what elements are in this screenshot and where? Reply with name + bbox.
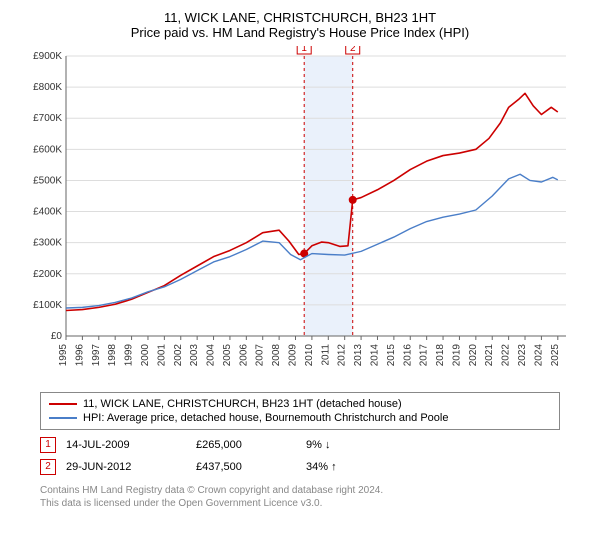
svg-text:1997: 1997 [91,344,102,367]
svg-text:2006: 2006 [238,344,249,367]
svg-text:1995: 1995 [58,344,69,367]
sale-date: 29-JUN-2012 [66,461,186,473]
chart-title-line1: 11, WICK LANE, CHRISTCHURCH, BH23 1HT [10,10,590,25]
legend-swatch [49,417,77,419]
svg-text:2: 2 [350,46,356,54]
svg-text:2013: 2013 [353,344,364,367]
svg-text:2008: 2008 [271,344,282,367]
svg-text:£500K: £500K [33,175,62,186]
svg-text:2007: 2007 [255,344,266,367]
svg-text:£600K: £600K [33,144,62,155]
svg-text:£400K: £400K [33,207,62,218]
svg-text:2025: 2025 [550,344,561,367]
sale-date: 14-JUL-2009 [66,439,186,451]
sale-row: 1 14-JUL-2009 £265,000 9% ↓ [40,434,560,456]
chart-title-line2: Price paid vs. HM Land Registry's House … [10,25,590,40]
svg-text:2011: 2011 [320,344,331,366]
legend-swatch [49,403,77,405]
svg-text:2001: 2001 [156,344,167,367]
footer-line: This data is licensed under the Open Gov… [40,497,560,510]
sale-price: £437,500 [196,461,296,473]
sales-table: 1 14-JUL-2009 £265,000 9% ↓ 2 29-JUN-201… [40,434,560,478]
svg-text:2019: 2019 [451,344,462,367]
svg-text:£200K: £200K [33,269,62,280]
svg-text:2023: 2023 [517,344,528,367]
svg-text:2015: 2015 [386,344,397,367]
legend-label: HPI: Average price, detached house, Bour… [83,412,448,424]
svg-text:£800K: £800K [33,82,62,93]
sale-row: 2 29-JUN-2012 £437,500 34% ↑ [40,456,560,478]
svg-text:2021: 2021 [484,344,495,367]
legend-item: 11, WICK LANE, CHRISTCHURCH, BH23 1HT (d… [49,397,551,411]
svg-text:£300K: £300K [33,238,62,249]
chart: £0 £100K £200K £300K £400K £500K £600K £700K £80… [20,46,580,386]
svg-text:1996: 1996 [74,344,85,367]
footer-line: Contains HM Land Registry data © Crown c… [40,484,560,497]
legend-item: HPI: Average price, detached house, Bour… [49,411,551,425]
svg-text:2003: 2003 [189,344,200,367]
chart-svg: £0 £100K £200K £300K £400K £500K £600K £700K £80… [20,46,580,386]
svg-text:2002: 2002 [173,344,184,367]
svg-text:2016: 2016 [402,344,413,367]
svg-text:2022: 2022 [501,344,512,367]
svg-text:2024: 2024 [533,344,544,367]
footer: Contains HM Land Registry data © Crown c… [40,484,560,510]
svg-text:2004: 2004 [206,344,217,367]
svg-text:1999: 1999 [124,344,135,367]
svg-text:£100K: £100K [33,300,62,311]
svg-text:2010: 2010 [304,344,315,367]
sale-price: £265,000 [196,439,296,451]
svg-text:2009: 2009 [288,344,299,367]
svg-text:2000: 2000 [140,344,151,367]
sale-marker: 1 [40,437,56,453]
sale-marker: 2 [40,459,56,475]
sale-delta: 9% ↓ [306,439,386,451]
svg-text:2005: 2005 [222,344,233,367]
svg-text:2012: 2012 [337,344,348,367]
svg-text:1: 1 [301,46,307,54]
svg-text:£700K: £700K [33,113,62,124]
sale-delta: 34% ↑ [306,461,386,473]
legend: 11, WICK LANE, CHRISTCHURCH, BH23 1HT (d… [40,392,560,430]
svg-text:2014: 2014 [369,344,380,367]
svg-text:2018: 2018 [435,344,446,367]
legend-label: 11, WICK LANE, CHRISTCHURCH, BH23 1HT (d… [83,398,402,410]
svg-text:£900K: £900K [33,51,62,62]
svg-text:1998: 1998 [107,344,118,367]
svg-text:2020: 2020 [468,344,479,367]
svg-text:2017: 2017 [419,344,430,367]
svg-text:£0: £0 [51,331,63,342]
